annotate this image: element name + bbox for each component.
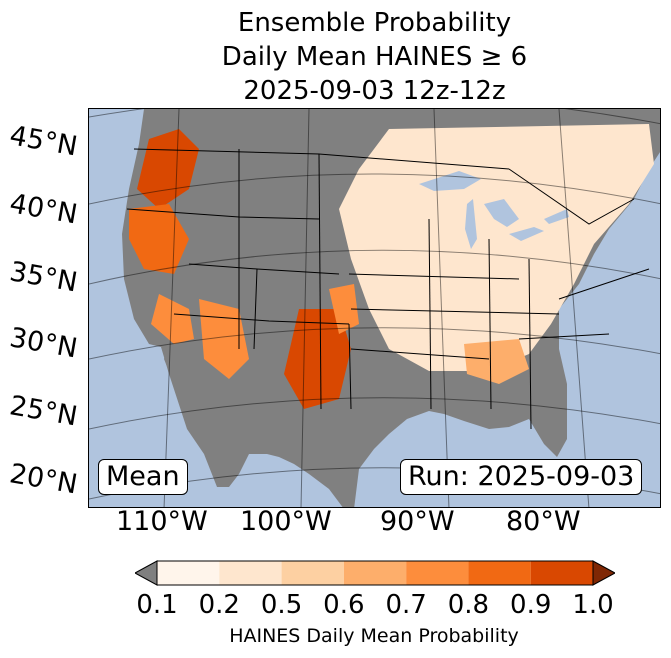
probability-fill-region [329,284,359,334]
probability-fill-region [284,309,351,409]
probability-fill-region [151,294,194,344]
probability-fill-region [129,204,189,274]
colorbar-segment [157,561,220,585]
probability-fill-region [339,124,654,371]
mean-label-box: Mean [98,459,188,495]
lat-label-35: 35°N [7,256,80,299]
probability-map [88,108,661,508]
lon-label-100: 100°W [240,506,332,537]
lon-label-80: 80°W [506,506,581,537]
colorbar-tick-label: 0.7 [385,590,427,620]
colorbar-segment [468,561,531,585]
lon-label-110: 110°W [116,506,208,537]
lon-label-90: 90°W [380,506,455,537]
colorbar-label: HAINES Daily Mean Probability [229,625,519,647]
lat-label-25: 25°N [7,390,80,433]
run-label-box: Run: 2025-09-03 [400,459,643,495]
colorbar-tick-label: 0.2 [198,590,240,620]
map-title-line2: Daily Mean HAINES ≥ 6 [221,42,528,72]
lat-label-40: 40°N [7,188,80,231]
colorbar-segment [281,561,344,585]
colorbar-segment [343,561,407,585]
colorbar-tick-label: 0.9 [510,590,552,620]
probability-fill-region [464,339,529,384]
colorbar-tick-label: 0.1 [136,590,178,620]
state-borders [126,148,650,430]
lat-label-20: 20°N [7,458,80,501]
map-title-line3: 2025-09-03 12z-12z [243,76,506,106]
colorbar-tick-label: 0.8 [447,590,490,620]
colorbar-tick-label: 0.6 [323,590,365,620]
colorbar-segment [406,561,469,585]
baja-peninsula [164,349,211,447]
lat-label-45: 45°N [7,120,80,163]
lat-label-30: 30°N [7,322,80,365]
great-lakes [419,171,569,249]
colorbar-outline [156,560,594,586]
map-svg [89,109,660,507]
colorbar-tick-label: 0.5 [260,590,303,620]
colorbar-tick-label: 1.0 [572,590,614,620]
colorbar-under-arrow [135,560,158,586]
map-title-line1: Ensemble Probability [237,8,512,38]
colorbar-over-arrow [592,560,615,586]
colorbar-segment [530,561,593,585]
colorbar-segment [219,561,282,585]
colorbar [135,560,615,586]
